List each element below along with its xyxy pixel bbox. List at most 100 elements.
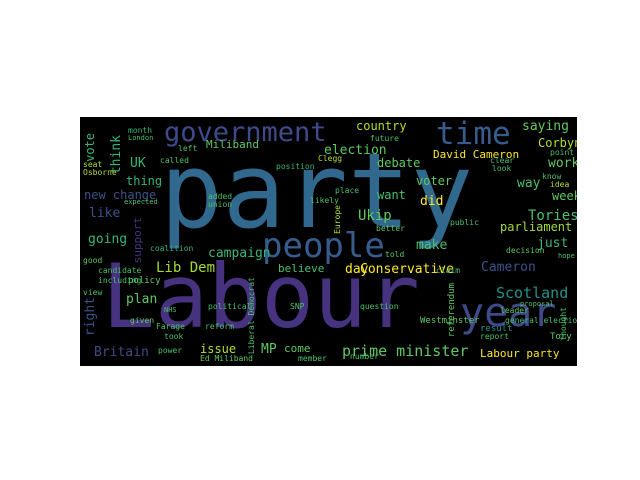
word-good: good bbox=[83, 256, 103, 265]
word-time: time bbox=[436, 117, 511, 152]
word-result: result bbox=[480, 324, 513, 334]
word-debate: debate bbox=[377, 156, 421, 170]
word-saying: saying bbox=[522, 119, 569, 134]
word-come: come bbox=[284, 342, 311, 355]
word-snp: SNP bbox=[290, 302, 305, 311]
word-cameron: Cameron bbox=[481, 260, 536, 275]
word-want: want bbox=[377, 188, 406, 202]
word-corbyn: Corbyn bbox=[538, 136, 577, 150]
word-osborne: Osborne bbox=[83, 168, 117, 177]
word-tories: Tories bbox=[528, 208, 577, 224]
word-look: look bbox=[492, 164, 512, 173]
word-reform: reform bbox=[205, 322, 234, 331]
word-power: power bbox=[158, 346, 183, 355]
word-view: view bbox=[83, 288, 103, 297]
word-idea: idea bbox=[550, 180, 570, 189]
word-clear: clear bbox=[490, 156, 515, 165]
word-number: number bbox=[350, 352, 379, 361]
word-labour-party: Labour party bbox=[480, 347, 560, 360]
word-lib-dem: Lib Dem bbox=[156, 260, 216, 276]
word-week: week bbox=[552, 189, 577, 203]
word-question: question bbox=[360, 302, 399, 311]
word-told: told bbox=[385, 250, 405, 259]
word-hope: hope bbox=[558, 252, 575, 260]
word-referendum: referendum bbox=[447, 283, 457, 338]
word-nhs: NHS bbox=[164, 306, 177, 314]
word-including: including bbox=[98, 276, 142, 285]
word-general-election: general election bbox=[505, 316, 577, 325]
word-government: government bbox=[164, 117, 327, 148]
word-way: way bbox=[517, 176, 541, 191]
word-seat: seat bbox=[83, 160, 103, 169]
word-miliband: Miliband bbox=[206, 138, 259, 151]
word-expected: expected bbox=[124, 198, 158, 206]
word-uk: UK bbox=[130, 156, 146, 171]
word-party: party bbox=[160, 130, 474, 252]
word-day: day bbox=[345, 262, 369, 277]
word-leader: leader bbox=[500, 306, 529, 315]
word-cloud: Labour party people government time year… bbox=[80, 117, 577, 366]
word-future: future bbox=[370, 134, 399, 143]
word-like: like bbox=[89, 206, 121, 221]
word-called: called bbox=[160, 156, 189, 165]
word-just: just bbox=[537, 236, 569, 251]
word-place: place bbox=[335, 186, 360, 195]
word-tory: Tory bbox=[550, 332, 572, 342]
word-claim: claim bbox=[436, 266, 461, 275]
word-vote: vote bbox=[83, 133, 97, 162]
word-plan: plan bbox=[126, 292, 158, 307]
word-proposal: proposal bbox=[520, 300, 554, 308]
word-farage: Farage bbox=[156, 322, 185, 331]
word-member: member bbox=[298, 354, 327, 363]
word-ukip: Ukip bbox=[358, 208, 392, 224]
word-voter: voter bbox=[416, 174, 453, 188]
word-ed-miliband: Ed Miliband bbox=[200, 354, 253, 363]
word-labour: Labour bbox=[102, 245, 420, 348]
word-right: right bbox=[83, 297, 98, 337]
word-thought: thought bbox=[559, 307, 568, 341]
word-took: took bbox=[164, 332, 184, 341]
word-better: better bbox=[376, 224, 405, 233]
word-support: support bbox=[131, 217, 144, 264]
word-parliament: parliament bbox=[500, 220, 573, 234]
word-decision: decision bbox=[506, 246, 545, 255]
word-know: know bbox=[542, 172, 562, 181]
word-clegg: Clegg bbox=[318, 154, 343, 163]
word-country: country bbox=[356, 119, 407, 133]
word-year: year bbox=[460, 290, 557, 336]
word-campaign: campaign bbox=[208, 246, 271, 261]
word-europe: Europe bbox=[333, 205, 342, 234]
word-britain: Britain bbox=[94, 345, 149, 360]
word-people: people bbox=[262, 226, 385, 266]
word-work: work bbox=[548, 156, 577, 171]
word-given: given bbox=[130, 316, 155, 325]
word-going: going bbox=[88, 232, 128, 247]
word-issue: issue bbox=[200, 342, 237, 356]
word-left: left bbox=[178, 144, 198, 153]
word-policy: policy bbox=[128, 276, 161, 286]
word-coalition: coalition bbox=[150, 244, 194, 253]
word-election: election bbox=[324, 143, 387, 158]
word-westminster: Westminster bbox=[420, 316, 480, 326]
word-likely: likely bbox=[310, 196, 339, 205]
word-david-cameron: David Cameron bbox=[433, 148, 520, 161]
word-point: point bbox=[550, 148, 575, 157]
word-new-change: new change bbox=[84, 188, 157, 202]
word-thing: thing bbox=[126, 174, 163, 188]
word-liberal-democrat: Liberal Democrat bbox=[247, 277, 256, 355]
word-position: position bbox=[276, 162, 315, 171]
word-prime-minister: prime minister bbox=[342, 342, 469, 360]
word-conservative: Conservative bbox=[360, 262, 454, 277]
word-make: make bbox=[416, 238, 448, 253]
word-did: did bbox=[420, 194, 444, 209]
word-public: public bbox=[450, 218, 479, 227]
word-political: political bbox=[208, 302, 252, 311]
word-london: London bbox=[128, 134, 154, 142]
word-candidate: candidate bbox=[98, 266, 142, 275]
word-union: union bbox=[208, 200, 233, 209]
word-mp: MP bbox=[261, 342, 277, 357]
word-believe: believe bbox=[278, 262, 325, 275]
word-month: month bbox=[128, 126, 153, 135]
word-report: report bbox=[480, 332, 509, 341]
word-scotland: Scotland bbox=[496, 284, 569, 302]
